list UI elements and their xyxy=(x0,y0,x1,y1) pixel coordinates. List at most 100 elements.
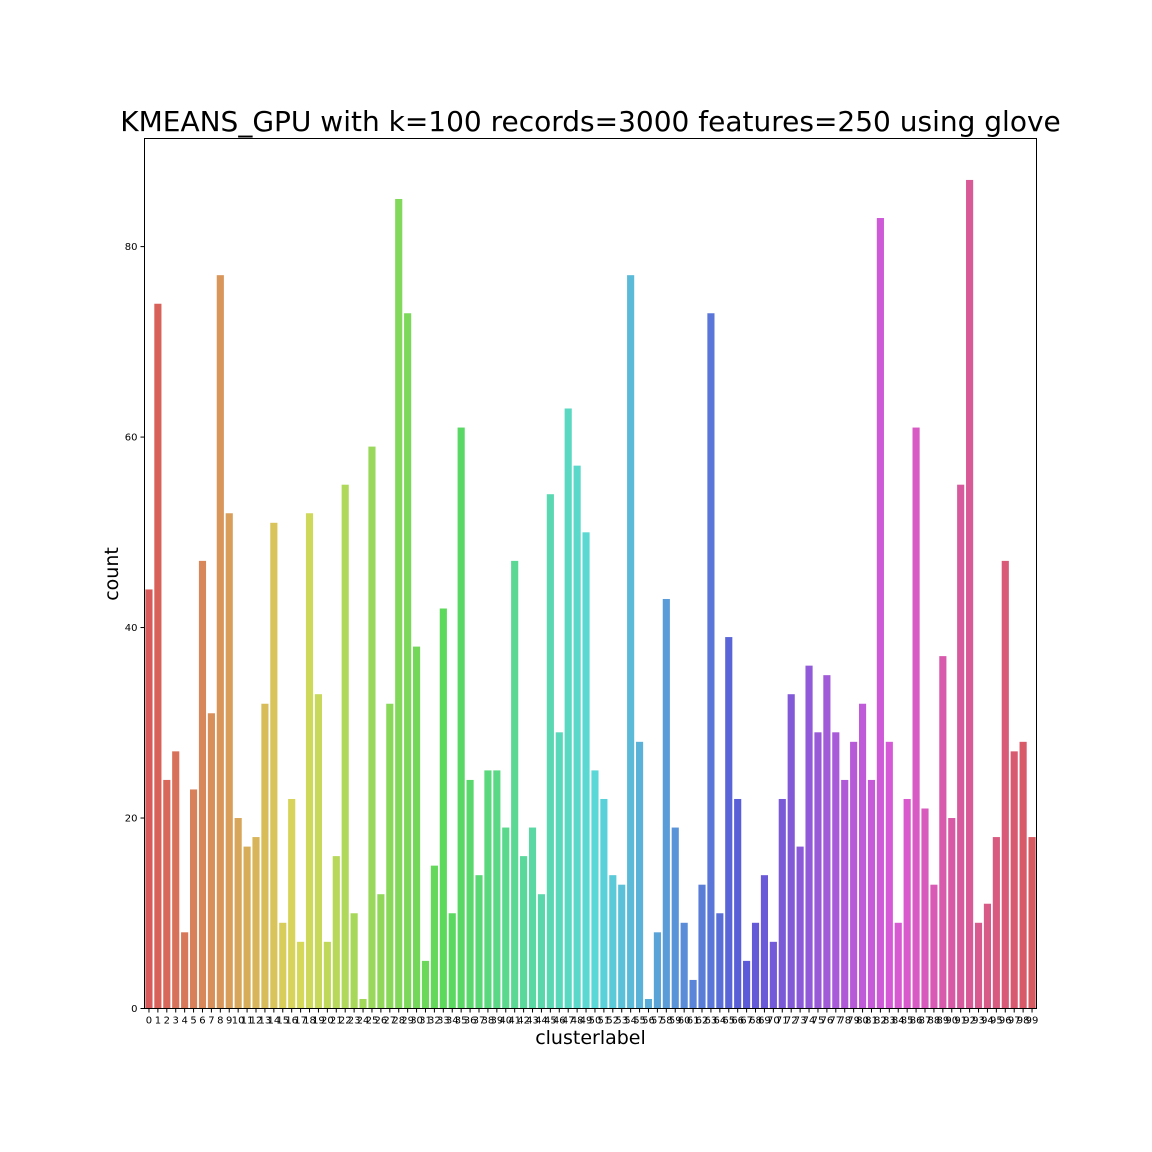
x-tick-label: 50 xyxy=(589,1016,602,1027)
bar-48 xyxy=(573,465,581,1009)
bar-89 xyxy=(939,656,947,1009)
x-tick-label: 93 xyxy=(972,1016,985,1027)
x-tick-label: 36 xyxy=(464,1016,477,1027)
bar-41 xyxy=(511,560,519,1009)
bar-17 xyxy=(297,941,305,1009)
x-tick-label: 68 xyxy=(749,1016,762,1027)
bar-74 xyxy=(805,665,813,1009)
x-tick-label: 6 xyxy=(199,1016,205,1027)
bar-21 xyxy=(332,856,340,1009)
x-tick-label: 26 xyxy=(375,1016,388,1027)
x-tick-label: 41 xyxy=(508,1016,521,1027)
bar-20 xyxy=(323,941,331,1009)
bar-61 xyxy=(689,979,697,1009)
bar-52 xyxy=(609,875,617,1009)
x-tick-label: 3 xyxy=(173,1016,179,1027)
x-tick-label: 38 xyxy=(482,1016,495,1027)
x-tick-label: 61 xyxy=(687,1016,700,1027)
bar-84 xyxy=(894,922,902,1009)
bar-16 xyxy=(288,798,296,1009)
y-tick-label: 60 xyxy=(125,433,138,444)
bar-25 xyxy=(368,446,376,1009)
x-tick-label: 69 xyxy=(758,1016,771,1027)
x-tick-label: 10 xyxy=(232,1016,245,1027)
x-tick-label: 87 xyxy=(919,1016,932,1027)
bar-13 xyxy=(261,703,269,1009)
x-tick-label: 48 xyxy=(571,1016,584,1027)
bar-0 xyxy=(145,589,153,1009)
bar-5 xyxy=(189,789,198,1009)
x-tick-label: 13 xyxy=(259,1016,272,1027)
bar-47 xyxy=(564,408,572,1009)
x-tick-label: 56 xyxy=(642,1016,655,1027)
y-tick-label: 0 xyxy=(131,1004,137,1015)
bar-23 xyxy=(350,913,358,1009)
x-tick-label: 8 xyxy=(217,1016,223,1027)
x-tick-label: 72 xyxy=(785,1016,798,1027)
bar-39 xyxy=(493,770,501,1009)
bar-51 xyxy=(600,798,608,1009)
bar-83 xyxy=(885,741,893,1009)
bar-60 xyxy=(680,922,688,1009)
bar-78 xyxy=(841,779,849,1009)
bar-10 xyxy=(234,818,242,1009)
bar-45 xyxy=(546,494,554,1009)
x-tick-label: 24 xyxy=(357,1016,370,1027)
x-tick-label: 45 xyxy=(544,1016,557,1027)
bar-94 xyxy=(983,903,992,1009)
bar-19 xyxy=(314,694,323,1009)
bar-4 xyxy=(181,932,189,1009)
x-tick-label: 46 xyxy=(553,1016,566,1027)
x-tick-label: 71 xyxy=(776,1016,789,1027)
y-tick-label: 80 xyxy=(125,242,138,253)
bar-70 xyxy=(769,941,777,1009)
x-tick-label: 32 xyxy=(428,1016,441,1027)
bar-90 xyxy=(948,818,956,1009)
y-axis-ticks: 0 20 40 60 80 xyxy=(125,242,145,1015)
bar-76 xyxy=(823,675,831,1009)
x-tick-label: 53 xyxy=(615,1016,628,1027)
x-tick-label: 39 xyxy=(490,1016,503,1027)
x-tick-label: 28 xyxy=(392,1016,405,1027)
bar-99 xyxy=(1028,837,1036,1009)
bar-8 xyxy=(216,275,224,1009)
bar-44 xyxy=(537,894,546,1009)
y-tick-label: 20 xyxy=(125,814,138,825)
x-tick-label: 83 xyxy=(883,1016,896,1027)
x-tick-label: 97 xyxy=(1008,1016,1021,1027)
x-axis-ticks: 0 1 2 3 4 5 6 7 8 9 101112131415161718192021222324… xyxy=(146,1008,1038,1027)
x-tick-label: 62 xyxy=(696,1016,709,1027)
bar-86 xyxy=(912,427,920,1009)
x-tick-label: 86 xyxy=(910,1016,923,1027)
bar-54 xyxy=(627,275,635,1009)
bar-73 xyxy=(796,846,804,1009)
bar-28 xyxy=(395,198,403,1009)
bar-40 xyxy=(502,827,510,1009)
bar-12 xyxy=(252,837,260,1009)
x-tick-label: 95 xyxy=(990,1016,1003,1027)
bar-75 xyxy=(814,732,822,1009)
x-tick-label: 60 xyxy=(678,1016,691,1027)
bar-43 xyxy=(528,827,537,1009)
x-tick-label: 49 xyxy=(580,1016,593,1027)
x-tick-label: 66 xyxy=(731,1016,744,1027)
bar-46 xyxy=(555,732,563,1009)
x-tick-label: 78 xyxy=(838,1016,851,1027)
bar-97 xyxy=(1010,751,1018,1009)
x-tick-label: 4 xyxy=(181,1016,187,1027)
bar-37 xyxy=(475,875,483,1009)
y-tick-label: 40 xyxy=(125,623,138,634)
x-tick-label: 20 xyxy=(321,1016,334,1027)
bar-95 xyxy=(992,837,1000,1009)
bar-3 xyxy=(172,751,180,1009)
bar-85 xyxy=(903,798,911,1009)
x-tick-label: 5 xyxy=(190,1016,196,1027)
chart-title: KMEANS_GPU with k=100 records=3000 featu… xyxy=(120,105,1061,138)
x-tick-label: 84 xyxy=(892,1016,905,1027)
plot-frame xyxy=(144,138,1037,1009)
x-tick-label: 77 xyxy=(829,1016,842,1027)
x-tick-label: 0 xyxy=(146,1016,152,1027)
x-tick-label: 12 xyxy=(250,1016,263,1027)
x-tick-label: 17 xyxy=(294,1016,307,1027)
